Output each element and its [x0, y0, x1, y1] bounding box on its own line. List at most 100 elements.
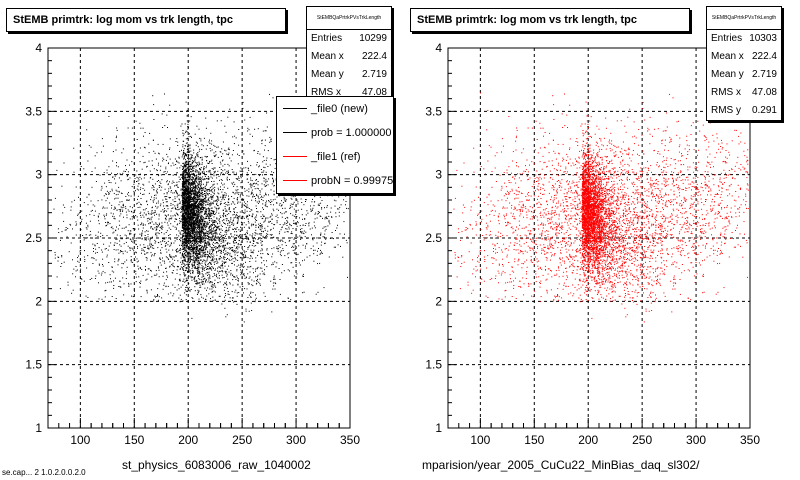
scatter-point: [134, 228, 136, 230]
scatter-point: [203, 224, 205, 226]
scatter-point: [210, 201, 212, 203]
scatter-point: [198, 198, 200, 200]
scatter-point: [215, 268, 216, 270]
scatter-point: [191, 210, 193, 212]
scatter-point: [179, 268, 181, 270]
scatter-point: [253, 245, 255, 247]
scatter-point: [221, 229, 223, 231]
scatter-point: [128, 210, 130, 212]
scatter-point: [190, 205, 192, 207]
scatter-point: [186, 285, 188, 287]
scatter-point: [180, 220, 182, 222]
scatter-point: [250, 292, 252, 294]
scatter-point: [150, 213, 152, 215]
scatter-point: [191, 224, 193, 226]
scatter-point: [192, 226, 194, 228]
scatter-point: [188, 257, 190, 259]
scatter-point: [125, 278, 127, 279]
scatter-point: [199, 176, 201, 178]
scatter-point: [182, 178, 183, 180]
scatter-point: [194, 194, 196, 196]
scatter-point: [194, 204, 196, 206]
scatter-point: [156, 191, 158, 193]
scatter-point: [199, 230, 201, 232]
scatter-point: [280, 229, 282, 231]
scatter-point: [131, 161, 133, 163]
scatter-point: [243, 234, 245, 236]
scatter-point: [190, 217, 192, 219]
scatter-point: [89, 230, 91, 232]
scatter-point: [155, 270, 157, 272]
scatter-point: [142, 230, 143, 232]
scatter-point: [193, 235, 195, 236]
scatter-point: [125, 208, 127, 210]
scatter-point: [192, 170, 194, 172]
scatter-point: [230, 233, 231, 235]
scatter-point: [192, 184, 194, 186]
scatter-point: [189, 133, 190, 135]
scatter-point: [189, 196, 191, 198]
scatter-point: [80, 249, 82, 251]
scatter-point: [250, 177, 252, 179]
scatter-point: [103, 214, 105, 216]
scatter-point: [189, 177, 191, 179]
scatter-point: [184, 215, 186, 217]
scatter-point: [198, 254, 200, 255]
scatter-point: [200, 177, 202, 179]
scatter-point: [243, 212, 244, 214]
scatter-point: [291, 233, 293, 235]
scatter-point: [245, 255, 247, 257]
scatter-point: [166, 257, 168, 259]
scatter-point: [247, 238, 249, 240]
scatter-point: [208, 229, 210, 231]
scatter-point: [185, 213, 186, 215]
scatter-point: [193, 192, 195, 194]
scatter-point: [186, 211, 188, 212]
scatter-point: [278, 268, 280, 269]
scatter-point: [197, 176, 199, 178]
scatter-point: [201, 205, 203, 207]
scatter-point: [214, 283, 215, 284]
scatter-point: [123, 170, 125, 172]
scatter-point: [189, 201, 191, 203]
scatter-point: [186, 196, 188, 198]
scatter-point: [207, 251, 209, 253]
scatter-point: [207, 257, 209, 259]
scatter-point: [222, 262, 224, 264]
scatter-point: [198, 215, 200, 217]
scatter-point: [188, 204, 190, 206]
scatter-point: [271, 234, 273, 236]
scatter-point: [151, 211, 153, 213]
scatter-point: [301, 232, 303, 234]
scatter-point: [182, 167, 184, 169]
scatter-point: [203, 202, 205, 204]
scatter-point: [241, 222, 243, 223]
scatter-point: [54, 252, 56, 253]
scatter-point: [199, 279, 201, 281]
scatter-point: [288, 240, 290, 242]
scatter-point: [190, 259, 192, 261]
scatter-point: [231, 169, 233, 170]
scatter-point: [170, 165, 172, 167]
scatter-point: [193, 251, 195, 252]
scatter-point: [233, 173, 235, 175]
scatter-point: [226, 243, 228, 245]
scatter-point: [200, 203, 202, 205]
scatter-point: [203, 169, 205, 171]
scatter-point: [221, 191, 223, 193]
scatter-point: [189, 147, 191, 149]
scatter-point: [201, 283, 203, 285]
scatter-point: [211, 260, 213, 262]
scatter-point: [203, 178, 205, 180]
scatter-point: [193, 247, 195, 249]
scatter-point: [214, 224, 215, 226]
scatter-point: [119, 209, 121, 211]
scatter-point: [120, 238, 122, 240]
scatter-point: [198, 267, 200, 268]
scatter-point: [305, 231, 307, 233]
scatter-point: [289, 205, 291, 207]
scatter-point: [188, 251, 190, 253]
scatter-point: [191, 184, 192, 186]
scatter-point: [182, 205, 184, 207]
scatter-point: [198, 233, 200, 235]
